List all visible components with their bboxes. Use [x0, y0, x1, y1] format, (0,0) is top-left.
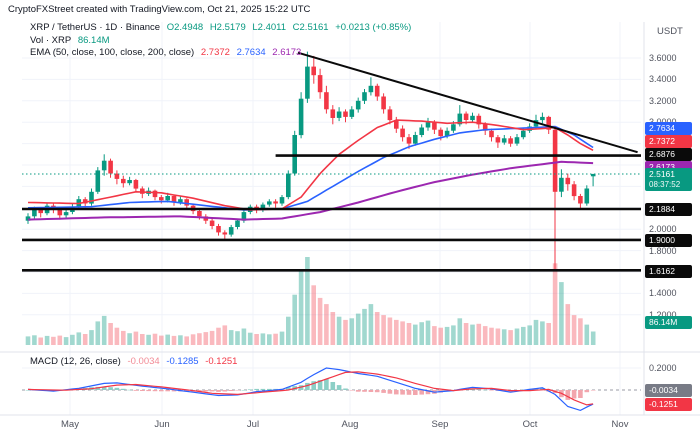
price-tick-label: 2.0000	[649, 224, 677, 235]
axis-currency-label: USDT	[657, 26, 683, 37]
price-tick-label: 1.8000	[649, 245, 677, 256]
month-label: Aug	[341, 419, 359, 430]
month-label: Jul	[246, 419, 260, 430]
volume-label: Vol · XRP	[30, 35, 72, 46]
ohlc-close: C2.5161	[292, 22, 329, 33]
ohlc-high: H2.5179	[209, 22, 246, 33]
month-label: May	[61, 419, 79, 430]
support-level-tag-3: 1.6162	[645, 265, 692, 278]
credit-text: CryptoFXStreet created with TradingView.…	[8, 4, 311, 15]
macd-hist-tag: -0.0034	[645, 384, 692, 397]
symbol-title: XRP / TetherUS · 1D · Binance	[30, 22, 161, 33]
ema100-tag: 2.7634	[645, 122, 692, 135]
symbol-legend[interactable]: XRP / TetherUS · 1D · Binance O2.4948 H2…	[30, 22, 415, 33]
month-label: Oct	[522, 419, 538, 430]
ema200-value: 2.6173	[272, 47, 302, 58]
countdown-timer: 08:37:52	[649, 179, 681, 189]
volume-tag: 86.14M	[645, 316, 692, 329]
macd-line-value: -0.1285	[166, 356, 199, 367]
macd-signal-tag: -0.1251	[645, 398, 692, 411]
month-label: Sep	[431, 419, 449, 430]
support-level-tag-1: 2.1884	[645, 203, 692, 216]
price-tick-label: 3.2000	[649, 95, 677, 106]
ema100-value: 2.7634	[236, 47, 266, 58]
month-label: Jun	[154, 419, 170, 430]
ohlc-low: L2.4011	[252, 22, 287, 33]
change-value: +0.0213 (+0.85%)	[335, 22, 412, 33]
macd-legend[interactable]: MACD (12, 26, close) -0.0034 -0.1285 -0.…	[30, 356, 241, 367]
macd-label: MACD (12, 26, close)	[30, 356, 121, 367]
support-level-tag-2: 1.9000	[645, 234, 692, 247]
macd-tick-label: 0.2000	[649, 363, 677, 373]
resistance-level-tag: 2.6876	[645, 148, 692, 161]
macd-hist-value: -0.0034	[127, 356, 160, 367]
price-tick-label: 1.2000	[649, 309, 677, 320]
ema-label: EMA (50, close, 100, close, 200, close)	[30, 47, 195, 58]
ema50-tag: 2.7372	[645, 135, 692, 148]
last-price-tag: 2.5161 08:37:52	[645, 168, 692, 191]
price-tick-label: 1.4000	[649, 288, 677, 299]
price-tick-label: 3.4000	[649, 74, 677, 85]
macd-signal-value: -0.1251	[205, 356, 238, 367]
ema-legend[interactable]: EMA (50, close, 100, close, 200, close) …	[30, 47, 305, 58]
month-label: Nov	[611, 419, 629, 430]
price-tick-label: 3.6000	[649, 53, 677, 63]
ohlc-open: O2.4948	[166, 22, 204, 33]
volume-legend[interactable]: Vol · XRP 86.14M	[30, 35, 114, 46]
volume-value: 86.14M	[77, 35, 110, 46]
ema50-value: 2.7372	[200, 47, 230, 58]
